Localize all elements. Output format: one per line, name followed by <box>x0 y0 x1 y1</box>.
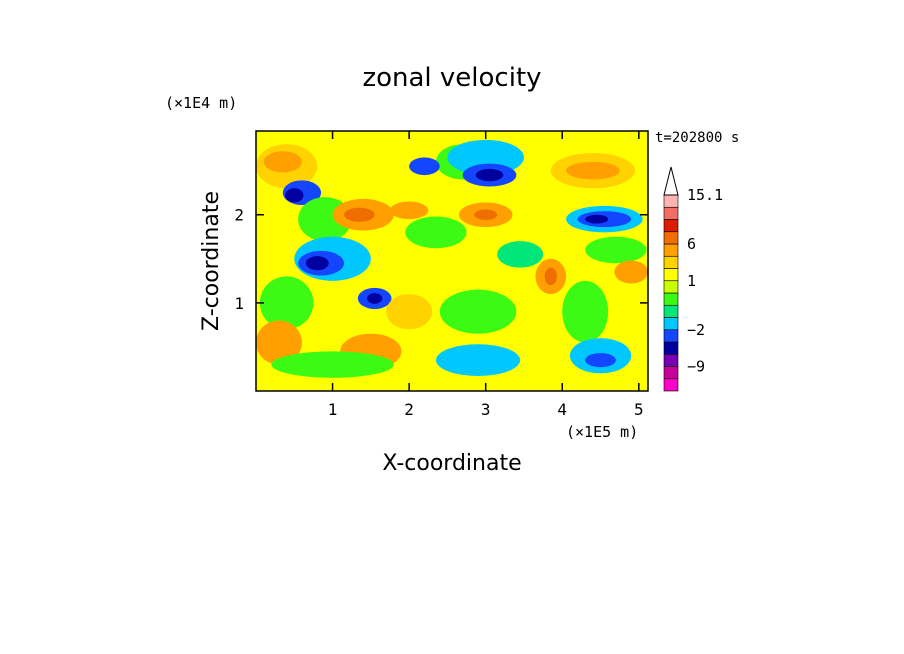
colorbar-swatch <box>663 231 679 245</box>
velocity-field <box>256 131 648 391</box>
colorbar-swatch <box>663 206 679 220</box>
field-region-17 <box>405 216 467 249</box>
colorbar-swatch <box>663 353 679 367</box>
x-tick-label: 4 <box>557 400 567 419</box>
colorbar-swatch <box>663 280 679 294</box>
field-region-24 <box>497 241 544 268</box>
y-tick-label: 2 <box>234 206 244 225</box>
y-axis-ticks: 12 <box>234 206 648 313</box>
field-region-25 <box>439 289 517 334</box>
colorbar-swatch <box>663 317 679 331</box>
colorbar-label: −2 <box>687 321 705 339</box>
colorbar-swatch <box>663 292 679 306</box>
field-region-26 <box>435 344 521 377</box>
colorbar-swatch <box>663 255 679 269</box>
field-region-40 <box>386 294 433 330</box>
colorbar-swatch <box>663 268 679 282</box>
field-region-39 <box>271 351 394 378</box>
colorbar-extend-arrow <box>663 166 679 196</box>
x-axis-label: X-coordinate <box>382 451 521 476</box>
field-region-31 <box>585 214 609 224</box>
field-region-35 <box>544 267 557 286</box>
field-region-11 <box>367 293 383 304</box>
field-region-3 <box>285 188 304 203</box>
x-tick-label: 2 <box>404 400 414 419</box>
x-tick-label: 1 <box>328 400 338 419</box>
chart-title: zonal velocity <box>362 63 541 93</box>
field-region-33 <box>614 260 648 284</box>
field-region-16 <box>409 157 440 176</box>
colorbar-swatch <box>663 243 679 257</box>
field-region-23 <box>474 209 498 221</box>
colorbar-label: 6 <box>687 235 696 253</box>
y-scale-label: (×1E4 m) <box>165 94 237 112</box>
x-axis-ticks: 1 2 3 4 5 <box>328 131 644 419</box>
time-label: t=202800 s <box>655 130 739 146</box>
x-scale-label: (×1E5 m) <box>566 423 638 441</box>
colorbar-swatch <box>663 304 679 318</box>
x-tick-label: 3 <box>481 400 491 419</box>
colorbar-label: 1 <box>687 272 696 290</box>
colorbar-label: 15.1 <box>687 186 723 204</box>
field-region-12 <box>259 276 314 330</box>
field-region-1 <box>263 151 302 173</box>
field-region-6 <box>344 207 375 222</box>
plot-frame <box>255 130 649 392</box>
field-region-18 <box>389 201 429 220</box>
y-axis-label: Z-coordinate <box>199 191 224 331</box>
field-region-38 <box>585 353 616 368</box>
colorbar-swatch <box>663 194 679 208</box>
colorbar-swatch <box>663 329 679 343</box>
y-tick-label: 1 <box>234 294 244 313</box>
colorbar: 15.1 6 1 −2 −9 <box>663 166 723 392</box>
field-region-36 <box>562 280 609 343</box>
colorbar-swatch <box>663 341 679 355</box>
colorbar-label: −9 <box>687 358 705 376</box>
x-tick-label: 5 <box>634 400 644 419</box>
colorbar-swatch <box>663 219 679 233</box>
field-region-13 <box>256 320 302 365</box>
colorbar-swatch <box>663 378 679 392</box>
field-region-32 <box>585 236 647 264</box>
field-region-9 <box>305 256 329 271</box>
field-region-28 <box>566 161 620 180</box>
colorbar-swatch <box>663 366 679 380</box>
field-region-21 <box>475 168 504 182</box>
